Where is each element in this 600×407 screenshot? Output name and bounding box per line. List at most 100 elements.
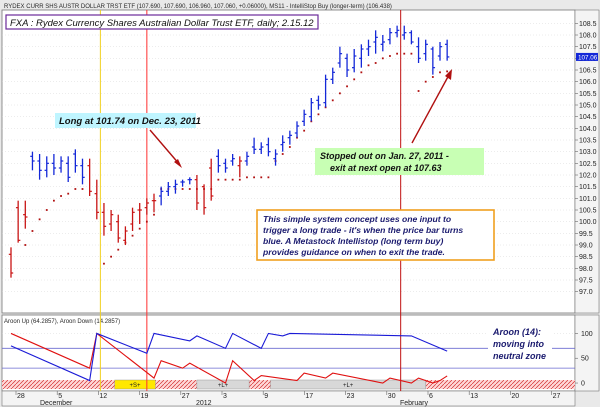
price-bar: [409, 30, 414, 45]
price-tick-label: 102.0: [579, 173, 597, 180]
date-tick-label: 9: [264, 393, 268, 400]
stop-dot: [431, 76, 434, 78]
stop-dot: [410, 52, 413, 55]
aroon-axis: [574, 314, 600, 392]
aroon-tick-label: 0: [581, 381, 585, 388]
price-tick-label: 97.5: [579, 278, 593, 285]
date-tick-label: 6: [429, 393, 433, 400]
price-bar: [259, 142, 264, 154]
price-bar: [201, 184, 207, 215]
price-bar: [73, 149, 78, 173]
price-bar: [166, 182, 171, 196]
price-tick-label: 98.5: [579, 254, 593, 261]
system-annotation: This simple system concept uses one inpu…: [256, 209, 495, 261]
stopped-arrow: [411, 69, 452, 144]
last-price-tag: [576, 52, 598, 61]
long-annotation-text: Long at 101.74 on Dec. 23, 2011: [59, 116, 201, 127]
price-bar: [80, 158, 85, 185]
aroon-lines: [10, 332, 448, 384]
date-tick-label: 17: [305, 393, 313, 400]
date-tick-label: 12: [99, 393, 107, 400]
stop-dot: [424, 80, 427, 83]
stop-dot: [103, 262, 105, 265]
stop-dot: [389, 55, 391, 57]
stop-dot: [374, 62, 377, 64]
date-tick-label: 3: [223, 393, 227, 400]
stopped-line-1: Stopped out on Jan. 27, 2011 -: [320, 151, 449, 161]
stop-dot: [288, 146, 291, 148]
date-axis: [1, 390, 576, 407]
price-bar: [101, 203, 107, 236]
price-bar: [280, 135, 285, 152]
stop-dot: [188, 188, 191, 190]
stop-dot: [439, 71, 441, 74]
price-tick-label: 105.5: [579, 91, 597, 98]
price-bar: [266, 137, 271, 157]
date-tick-label: 23: [347, 393, 355, 400]
month-label: December: [40, 400, 73, 407]
price-bar: [273, 149, 278, 166]
stop-dot: [381, 57, 384, 60]
price-bar: [352, 49, 357, 73]
price-bar: [337, 46, 343, 68]
aroon-line-2: moving into: [493, 339, 544, 349]
price-tick-label: 100.0: [579, 219, 597, 226]
price-bar: [423, 39, 428, 61]
stop-dot: [38, 218, 41, 221]
price-bar: [209, 158, 214, 201]
last-price-label: 107.06: [578, 54, 598, 61]
price-tick-label: 101.5: [579, 184, 597, 191]
price-tick-label: 103.5: [579, 138, 597, 145]
stop-dot: [81, 188, 84, 190]
price-tick-label: 106.0: [579, 79, 597, 86]
date-tick-label: 13: [470, 393, 478, 400]
stop-dot: [145, 220, 148, 223]
price-tick-label: 105.0: [579, 103, 597, 110]
date-tick-label: 28: [17, 393, 25, 400]
price-tick-label: 107.5: [579, 44, 597, 51]
price-bar: [287, 130, 293, 145]
stop-dot: [403, 52, 406, 55]
stop-dot: [417, 90, 420, 92]
price-bar: [294, 121, 300, 138]
long-annotation: Long at 101.74 on Dec. 23, 2011: [55, 113, 201, 128]
stop-dot: [367, 64, 370, 67]
stop-dot: [45, 209, 48, 211]
signal-label: +S+: [130, 383, 142, 389]
stop-dot: [260, 176, 263, 179]
price-bar: [309, 98, 314, 122]
stop-dot: [303, 129, 306, 132]
price-bar: [187, 177, 192, 185]
stop-dot: [131, 234, 134, 237]
price-bar: [87, 158, 92, 196]
price-bar: [323, 74, 328, 108]
price-bar: [108, 210, 114, 231]
price-bar: [444, 39, 450, 61]
price-bar: [366, 39, 371, 56]
stop-dot: [396, 52, 398, 55]
date-tick-label: 19: [141, 393, 149, 400]
price-bar: [416, 37, 421, 63]
signal-segment: [114, 379, 156, 390]
price-bar: [15, 200, 21, 243]
month-label: 2012: [196, 400, 212, 407]
price-tick-label: 108.0: [579, 33, 597, 40]
price-bar: [130, 207, 135, 231]
stop-dot: [353, 78, 356, 81]
price-tick-label: 99.0: [579, 243, 593, 250]
price-bar: [94, 179, 99, 220]
price-bar: [30, 151, 35, 171]
price-bar: [37, 154, 42, 180]
price-bar: [44, 156, 49, 178]
signal-strip: +S+ +L+ +L+: [2, 379, 575, 390]
aroon-line-1: Aroon (14):: [492, 327, 541, 337]
stop-dot: [60, 195, 62, 197]
price-bar: [237, 156, 242, 178]
price-bar: [116, 214, 121, 243]
price-bars: [8, 25, 450, 278]
price-bar: [344, 53, 350, 77]
price-bar: [330, 67, 335, 84]
aroon-annotation: Aroon (14): moving into neutral zone: [488, 322, 552, 362]
stopped-annotation: Stopped out on Jan. 27, 2011 - exit at n…: [315, 148, 484, 175]
date-tick-label: 30: [388, 393, 396, 400]
